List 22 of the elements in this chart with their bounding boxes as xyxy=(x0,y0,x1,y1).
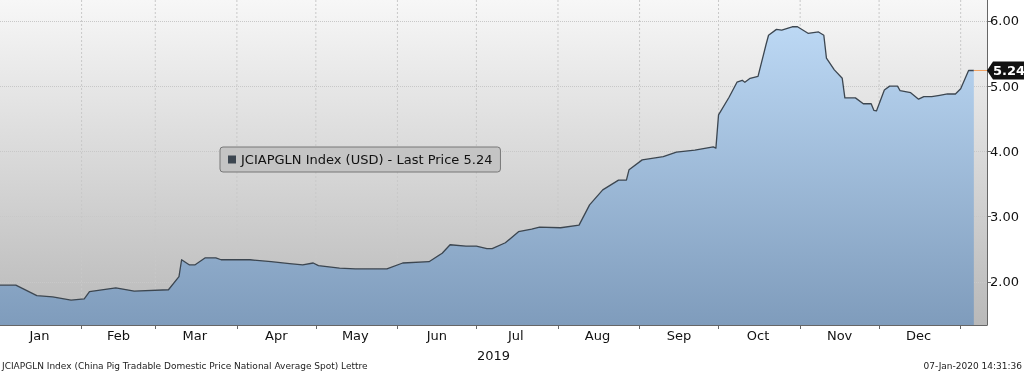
x-tick-label: Oct xyxy=(746,328,770,343)
text: JCIAPGLN Index (China Pig Tradable Domestic Price National Average Spot) Lettre xyxy=(1,360,369,371)
x-tick-label: Jan xyxy=(28,328,50,343)
legend-label: JCIAPGLN Index (USD) - Last Price 5.24 xyxy=(240,152,493,167)
x-tick-label: Apr xyxy=(265,328,289,343)
annotation: 5.24 xyxy=(993,62,1024,78)
x-tick-label: Dec xyxy=(905,328,932,343)
x-tick-label: Sep xyxy=(666,328,692,343)
x-tick-label: Mar xyxy=(182,328,208,343)
y-tick-label: 5.00 xyxy=(990,78,1019,94)
y-tick-label: 2.00 xyxy=(990,274,1019,290)
x-tick-label: May xyxy=(341,328,370,343)
x-tick-label: Jul xyxy=(507,328,524,343)
x-tick-label: Nov xyxy=(826,328,853,343)
x-tick-label: Feb xyxy=(106,328,130,343)
x-tick-label: Aug xyxy=(584,328,611,343)
x-axis-title: 2019 xyxy=(476,348,511,363)
y-tick-label: 3.00 xyxy=(990,209,1019,225)
text: 07-Jan-2020 14:31:36 xyxy=(923,360,1023,371)
y-tick-label: 6.00 xyxy=(990,13,1019,29)
x-tick-label: Jun xyxy=(425,328,448,343)
y-tick-label: 4.00 xyxy=(990,143,1019,159)
